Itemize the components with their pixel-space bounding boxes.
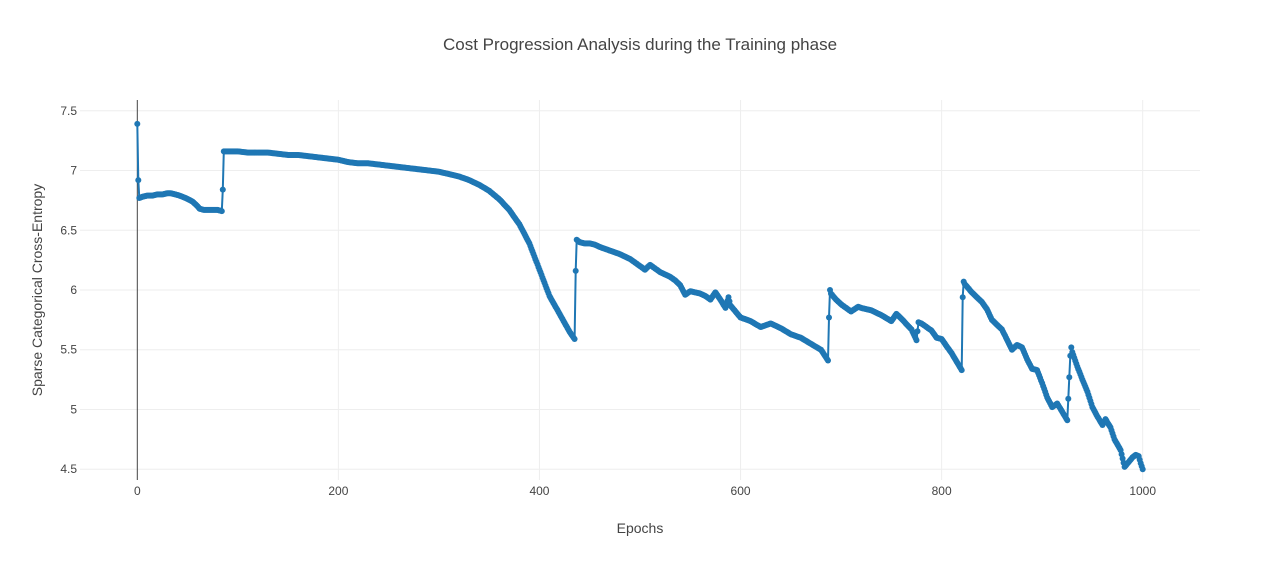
x-tick-label: 400 xyxy=(529,484,549,498)
x-tick-label: 600 xyxy=(731,484,751,498)
data-point xyxy=(1139,466,1146,473)
data-point xyxy=(219,186,226,193)
y-tick-label: 6.5 xyxy=(60,223,77,237)
y-tick-label: 7.5 xyxy=(60,104,77,118)
data-point xyxy=(571,336,578,342)
chart-title: Cost Progression Analysis during the Tra… xyxy=(443,35,837,54)
y-tick-label: 4.5 xyxy=(60,462,77,476)
series-layer xyxy=(134,120,1146,473)
y-tick-label: 7 xyxy=(70,164,77,178)
data-point xyxy=(914,328,921,335)
data-point xyxy=(1066,374,1073,381)
data-point xyxy=(134,120,141,127)
x-tick-label: 1000 xyxy=(1129,484,1156,498)
data-point xyxy=(1065,395,1072,402)
data-point xyxy=(958,367,965,374)
data-point xyxy=(572,267,579,274)
data-point xyxy=(1068,344,1075,351)
y-tick-label: 5 xyxy=(70,402,77,416)
x-tick-label: 0 xyxy=(134,484,141,498)
data-point xyxy=(913,337,920,344)
y-axis-title: Sparse Categorical Cross-Entropy xyxy=(29,184,45,396)
x-tick-label: 200 xyxy=(328,484,348,498)
y-tick-label: 6 xyxy=(70,283,77,297)
grid-layer xyxy=(80,100,1200,480)
data-point xyxy=(1064,417,1071,424)
y-tick-label: 5.5 xyxy=(60,343,77,357)
data-point xyxy=(826,314,832,321)
x-axis-title: Epochs xyxy=(617,520,664,536)
tick-labels: 0 200 400 600 800 1000 4.5 5 5.5 6 6.5 7 7.5 xyxy=(60,104,1156,498)
data-point xyxy=(959,294,966,301)
data-point xyxy=(825,357,831,364)
x-tick-label: 800 xyxy=(932,484,952,498)
data-point xyxy=(135,177,142,184)
data-point xyxy=(218,208,225,215)
